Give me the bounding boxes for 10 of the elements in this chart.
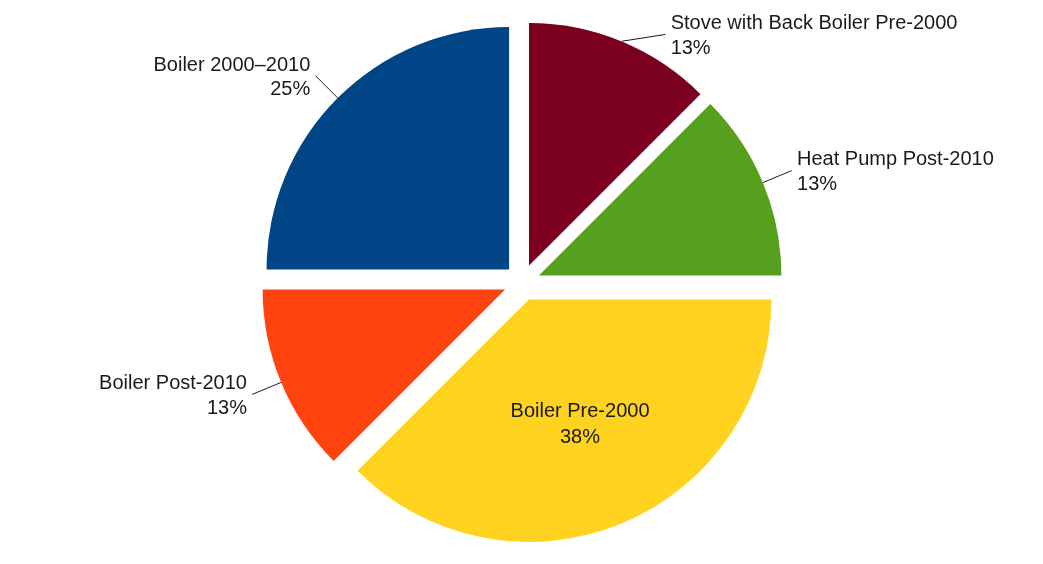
- slice-label: Boiler Post-2010: [99, 371, 247, 394]
- data-label: 13%: [670, 35, 711, 58]
- data-label: 38%: [560, 424, 601, 447]
- data-label: 13%: [206, 395, 248, 418]
- data-label: 13%: [797, 171, 838, 194]
- slice-label: Heat Pump Post-2010: [797, 147, 994, 170]
- data-label: 25%: [270, 76, 311, 99]
- slice-label: Stove with Back Boiler Pre-2000: [670, 11, 958, 34]
- slice-label: Boiler Pre-2000: [510, 398, 650, 421]
- slice-label: Boiler 2000–2010: [153, 52, 311, 75]
